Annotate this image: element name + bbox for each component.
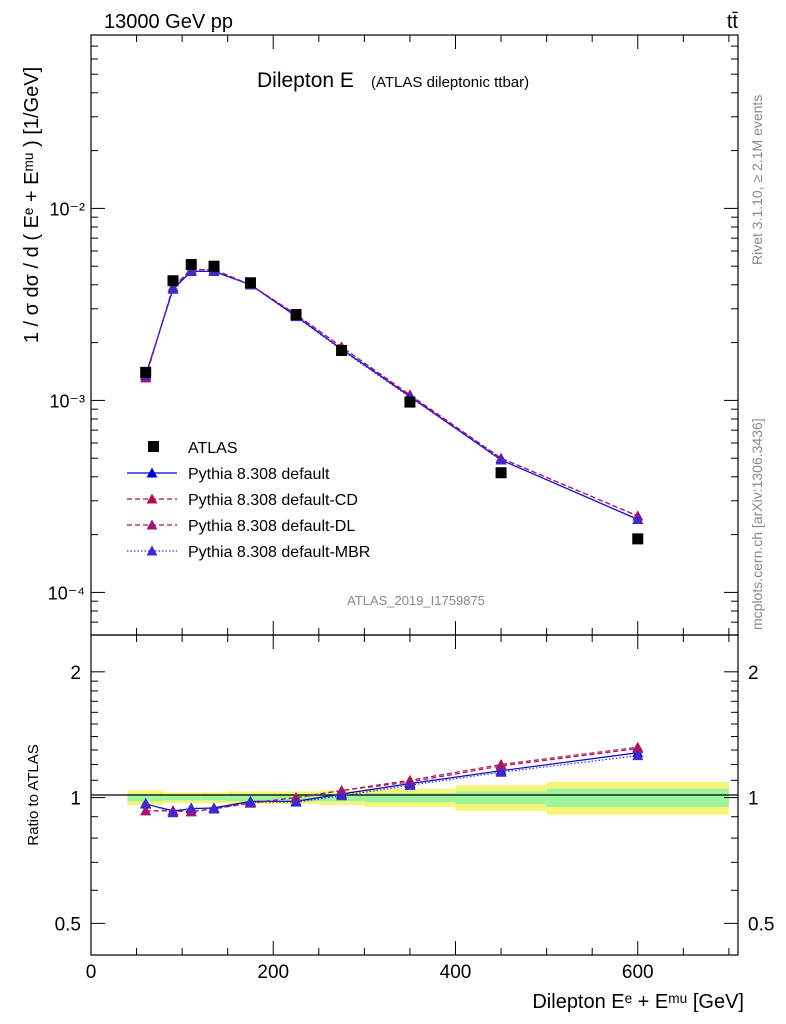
ratio-marker-dl bbox=[336, 784, 348, 795]
ratio-y-tick-label-right: 0.5 bbox=[748, 914, 774, 935]
data-point bbox=[140, 366, 152, 378]
ratio-marker-mbr bbox=[336, 790, 348, 801]
ratio-panel: 0.5 0.5 1 1 2 2 0 200 400 600 Ratio to ATLAS Dil… bbox=[25, 35, 774, 1013]
data-point bbox=[336, 344, 348, 356]
x-tick-label: 600 bbox=[622, 962, 654, 983]
ratio-marker-dl bbox=[632, 743, 644, 754]
ratio-marker-mbr bbox=[632, 750, 644, 761]
legend-marker-mbr bbox=[146, 545, 158, 556]
ratio-frame bbox=[90, 634, 739, 956]
x-axis-title: Dilepton Eᵉ + Eᵐᵘ [GeV] bbox=[532, 991, 744, 1013]
chart-title: Dilepton E bbox=[257, 69, 354, 92]
x-tick-label: 200 bbox=[257, 962, 289, 983]
data-point bbox=[632, 533, 644, 545]
ratio-y-tick-label: 1 bbox=[70, 789, 81, 810]
ratio-marker-mbr bbox=[244, 796, 256, 807]
series-line-mbr bbox=[145, 270, 639, 520]
data-point bbox=[495, 467, 507, 479]
analysis-id: ATLAS_2019_I1759875 bbox=[347, 593, 485, 608]
x-tick-label: 0 bbox=[86, 962, 97, 983]
data-point bbox=[208, 260, 220, 272]
process-label: tt̄ bbox=[727, 11, 739, 33]
series-line-dl bbox=[145, 269, 639, 517]
ratio-y-axis-title: Ratio to ATLAS bbox=[25, 744, 42, 845]
series-marker-mbr bbox=[632, 513, 644, 524]
legend: ATLAS Pythia 8.308 default Pythia 8.308 de… bbox=[127, 440, 370, 561]
legend-label: Pythia 8.308 default-MBR bbox=[188, 544, 370, 561]
ratio-band-inner bbox=[364, 793, 456, 803]
ratio-marker-dl bbox=[140, 805, 152, 816]
ratio-marker-mbr bbox=[290, 796, 302, 807]
legend-label: Pythia 8.308 default-CD bbox=[188, 492, 358, 509]
series-marker-mbr bbox=[167, 283, 179, 294]
mcplots-label: mcplots.cern.ch [arXiv:1306.3436] bbox=[749, 418, 765, 630]
legend-marker-cd bbox=[146, 493, 158, 504]
legend-marker-data bbox=[148, 441, 159, 452]
data-point bbox=[290, 309, 302, 321]
legend-marker-default bbox=[146, 467, 158, 478]
series-marker-mbr bbox=[185, 265, 197, 276]
ratio-band-inner bbox=[163, 794, 183, 801]
ratio-band-inner bbox=[182, 794, 201, 801]
ratio-line-default bbox=[145, 752, 638, 812]
main-panel: 10⁻² 10⁻³ 10⁻⁴ Dilepton E (ATLAS dileptoni… bbox=[21, 34, 739, 636]
ratio-marker-mbr bbox=[167, 807, 179, 818]
ratio-marker-mbr bbox=[185, 802, 197, 813]
chart-subtitle: (ATLAS dileptonic ttbar) bbox=[371, 74, 529, 91]
ratio-y-tick-label: 0.5 bbox=[55, 914, 81, 935]
ratio-marker-mbr bbox=[495, 766, 507, 777]
rivet-label: Rivet 3.1.10, ≥ 2.1M events bbox=[749, 95, 765, 265]
y-tick-label: 10⁻³ bbox=[49, 391, 85, 411]
energy-label: 13000 GeV pp bbox=[104, 11, 233, 33]
ratio-y-tick-label-right: 2 bbox=[748, 663, 759, 684]
data-point bbox=[404, 396, 416, 408]
legend-marker-dl bbox=[146, 519, 158, 530]
ratio-marker-dl bbox=[495, 760, 507, 771]
data-point bbox=[244, 277, 256, 289]
legend-label: ATLAS bbox=[188, 440, 238, 457]
data-point bbox=[185, 259, 197, 271]
ratio-marker-mbr bbox=[208, 803, 220, 814]
ratio-marker-mbr bbox=[140, 797, 152, 808]
y-tick-label: 10⁻² bbox=[49, 199, 85, 219]
ratio-y-tick-label-right: 1 bbox=[748, 789, 759, 810]
x-tick-label: 400 bbox=[440, 962, 472, 983]
ratio-line-mbr bbox=[145, 755, 638, 814]
y-axis-title: 1 / σ dσ / d ( Eᵉ + Eᵐᵘ ) [1/GeV] bbox=[21, 67, 43, 343]
legend-label: Pythia 8.308 default bbox=[188, 466, 330, 483]
ratio-band-inner bbox=[455, 791, 547, 805]
ratio-y-tick-label: 2 bbox=[70, 663, 81, 684]
ratio-band-inner bbox=[200, 794, 228, 801]
y-tick-label: 10⁻⁴ bbox=[48, 583, 85, 603]
data-point bbox=[167, 275, 179, 287]
series-marker-mbr bbox=[495, 454, 507, 465]
ratio-band-inner bbox=[546, 788, 729, 807]
legend-label: Pythia 8.308 default-DL bbox=[188, 518, 355, 535]
ratio-line-dl bbox=[145, 748, 638, 813]
ratio-marker-mbr bbox=[404, 779, 416, 790]
